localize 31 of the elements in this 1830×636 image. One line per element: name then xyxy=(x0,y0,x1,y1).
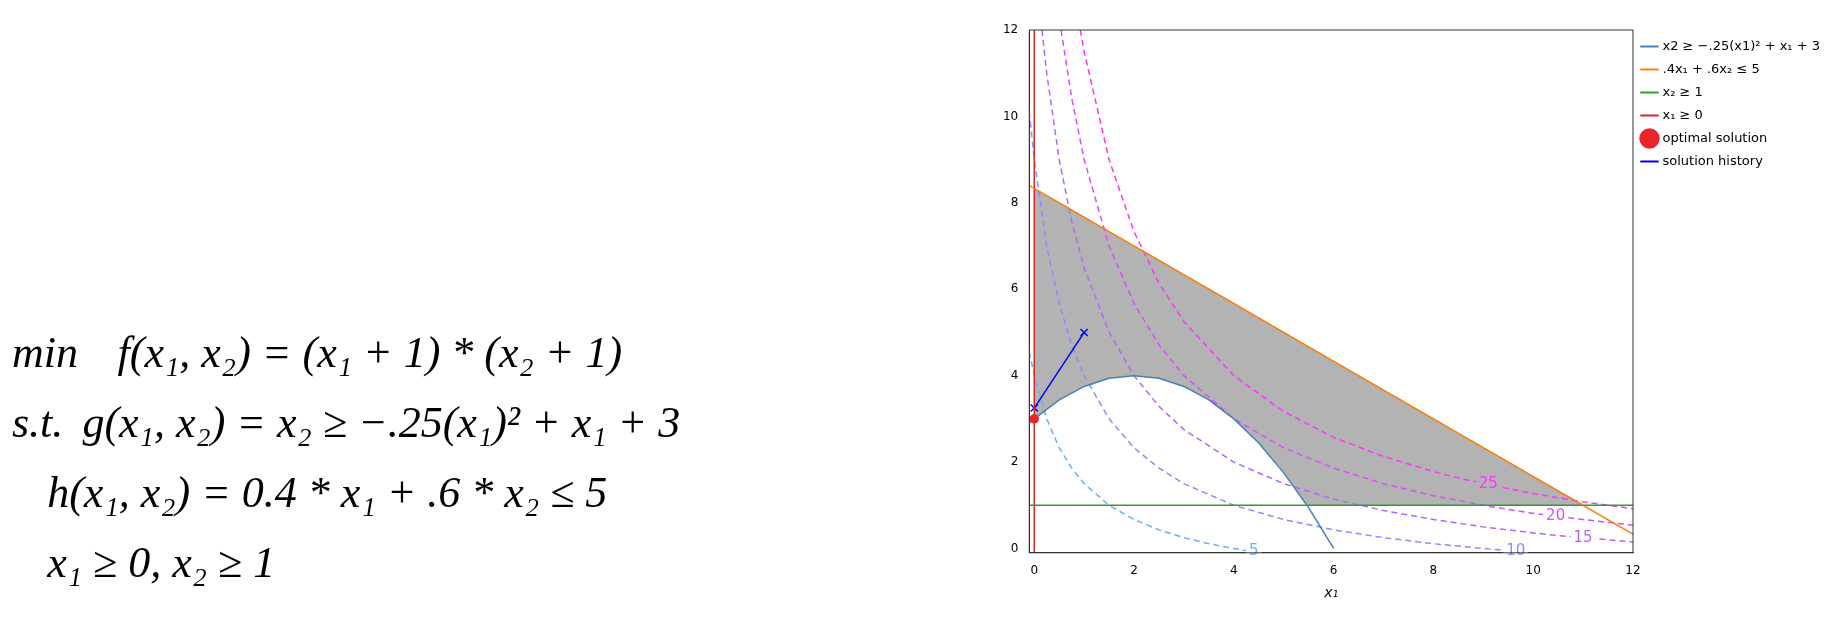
y-tick-label: 2 xyxy=(1010,454,1019,469)
annotation: 20 xyxy=(1546,505,1566,524)
x-tick-label: 4 xyxy=(1230,563,1238,578)
annotation: 25 xyxy=(1478,474,1498,493)
x-tick-label: 8 xyxy=(1429,563,1438,578)
point xyxy=(1079,328,1089,337)
y-tick-label: 12 xyxy=(1002,22,1019,37)
x-tick-label: 0 xyxy=(1030,563,1039,578)
text: s.t. g(x₁, x₂) = x₂ ≥ −.25(x₁)² + x₁ + 3 xyxy=(12,397,682,449)
legend-label: .4x₁ + .6x₂ ≤ 5 xyxy=(1662,60,1760,76)
point xyxy=(1029,403,1039,413)
point xyxy=(1029,414,1040,424)
legend-label: solution history xyxy=(1662,152,1764,168)
y-tick-label: 8 xyxy=(1010,194,1019,209)
x-tick-label: 10 xyxy=(1525,563,1541,578)
text: h(x₁, x₂) = 0.4 * x₁ + .6 * x₂ ≤ 5 xyxy=(46,467,609,519)
x-tick-label: 12 xyxy=(1625,563,1641,578)
y-tick-label: 10 xyxy=(1002,108,1019,123)
y-tick-label: 4 xyxy=(1010,367,1019,382)
y-tick-label: 6 xyxy=(1010,281,1019,296)
legend-label: x₂ ≥ 1 xyxy=(1662,83,1703,99)
annotation: 15 xyxy=(1573,527,1593,546)
legend-label: optimal solution xyxy=(1662,129,1768,145)
x-tick-label: 6 xyxy=(1329,563,1338,578)
x-tick-label: 2 xyxy=(1130,563,1138,578)
text: x₁ ≥ 0, x₂ ≥ 1 xyxy=(46,537,277,589)
legend-label: x2 ≥ −.25(x1)² + x₁ + 3 xyxy=(1662,37,1820,53)
text: min f(x₁, x₂) = (x₁ + 1) * (x₂ + 1) xyxy=(12,327,624,379)
legend-label: x₁ ≥ 0 xyxy=(1662,106,1703,122)
y-tick-label: 0 xyxy=(1010,540,1019,555)
x-axis-title: x₁ xyxy=(1323,584,1339,601)
